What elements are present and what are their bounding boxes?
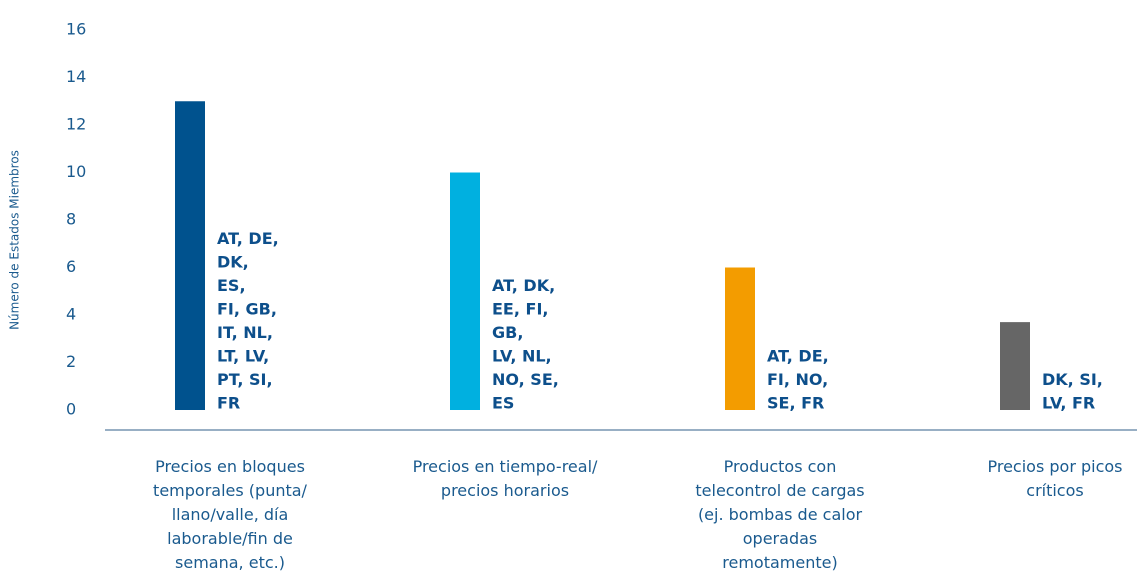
- y-tick-label: 14: [66, 67, 86, 86]
- x-tick-label: Productos con telecontrol de cargas (ej.…: [695, 457, 865, 572]
- bar: [725, 267, 755, 410]
- x-tick-label: Precios en tiempo-real/ precios horarios: [412, 457, 598, 500]
- y-tick-label: 4: [66, 305, 76, 324]
- y-tick-label: 2: [66, 352, 76, 371]
- bar-annotation: IT, NL,: [217, 323, 273, 342]
- bar-annotation: EE, FI,: [492, 300, 548, 319]
- y-tick-label: 6: [66, 257, 76, 276]
- bar-annotation: LT, LV,: [217, 347, 269, 366]
- y-tick-label: 8: [66, 210, 76, 229]
- bar-annotation: SE, FR: [767, 394, 824, 413]
- x-tick-label: Precios por picos críticos: [987, 457, 1123, 500]
- y-tick-label: 10: [66, 162, 86, 181]
- bar-annotation: LV, NL,: [492, 347, 552, 366]
- bar-annotation: AT, DE,: [767, 347, 829, 366]
- bar-annotation: FI, GB,: [217, 300, 277, 319]
- y-tick-label: 12: [66, 115, 86, 134]
- bar-annotation: ES,: [217, 276, 246, 295]
- bar: [1000, 322, 1030, 410]
- bar: [175, 101, 205, 410]
- bar-annotation: LV, FR: [1042, 394, 1095, 413]
- bar: [450, 172, 480, 410]
- bar-annotation: GB,: [492, 323, 523, 342]
- bar-annotation: DK, SI,: [1042, 370, 1103, 389]
- x-tick-label: Precios en bloques temporales (punta/ ll…: [153, 457, 307, 572]
- y-axis-label: Número de Estados Miembros: [8, 150, 22, 330]
- bar-annotation: AT, DK,: [492, 276, 555, 295]
- bar-annotation: PT, SI,: [217, 370, 273, 389]
- bar-annotation: AT, DE,: [217, 229, 279, 248]
- bar-annotation: NO, SE,: [492, 370, 559, 389]
- y-tick-label: 16: [66, 20, 86, 39]
- y-tick-label: 0: [66, 400, 76, 419]
- bar-annotation: ES: [492, 394, 514, 413]
- bar-annotation: FI, NO,: [767, 370, 828, 389]
- bar-annotation: DK,: [217, 253, 249, 272]
- bar-annotation: FR: [217, 394, 240, 413]
